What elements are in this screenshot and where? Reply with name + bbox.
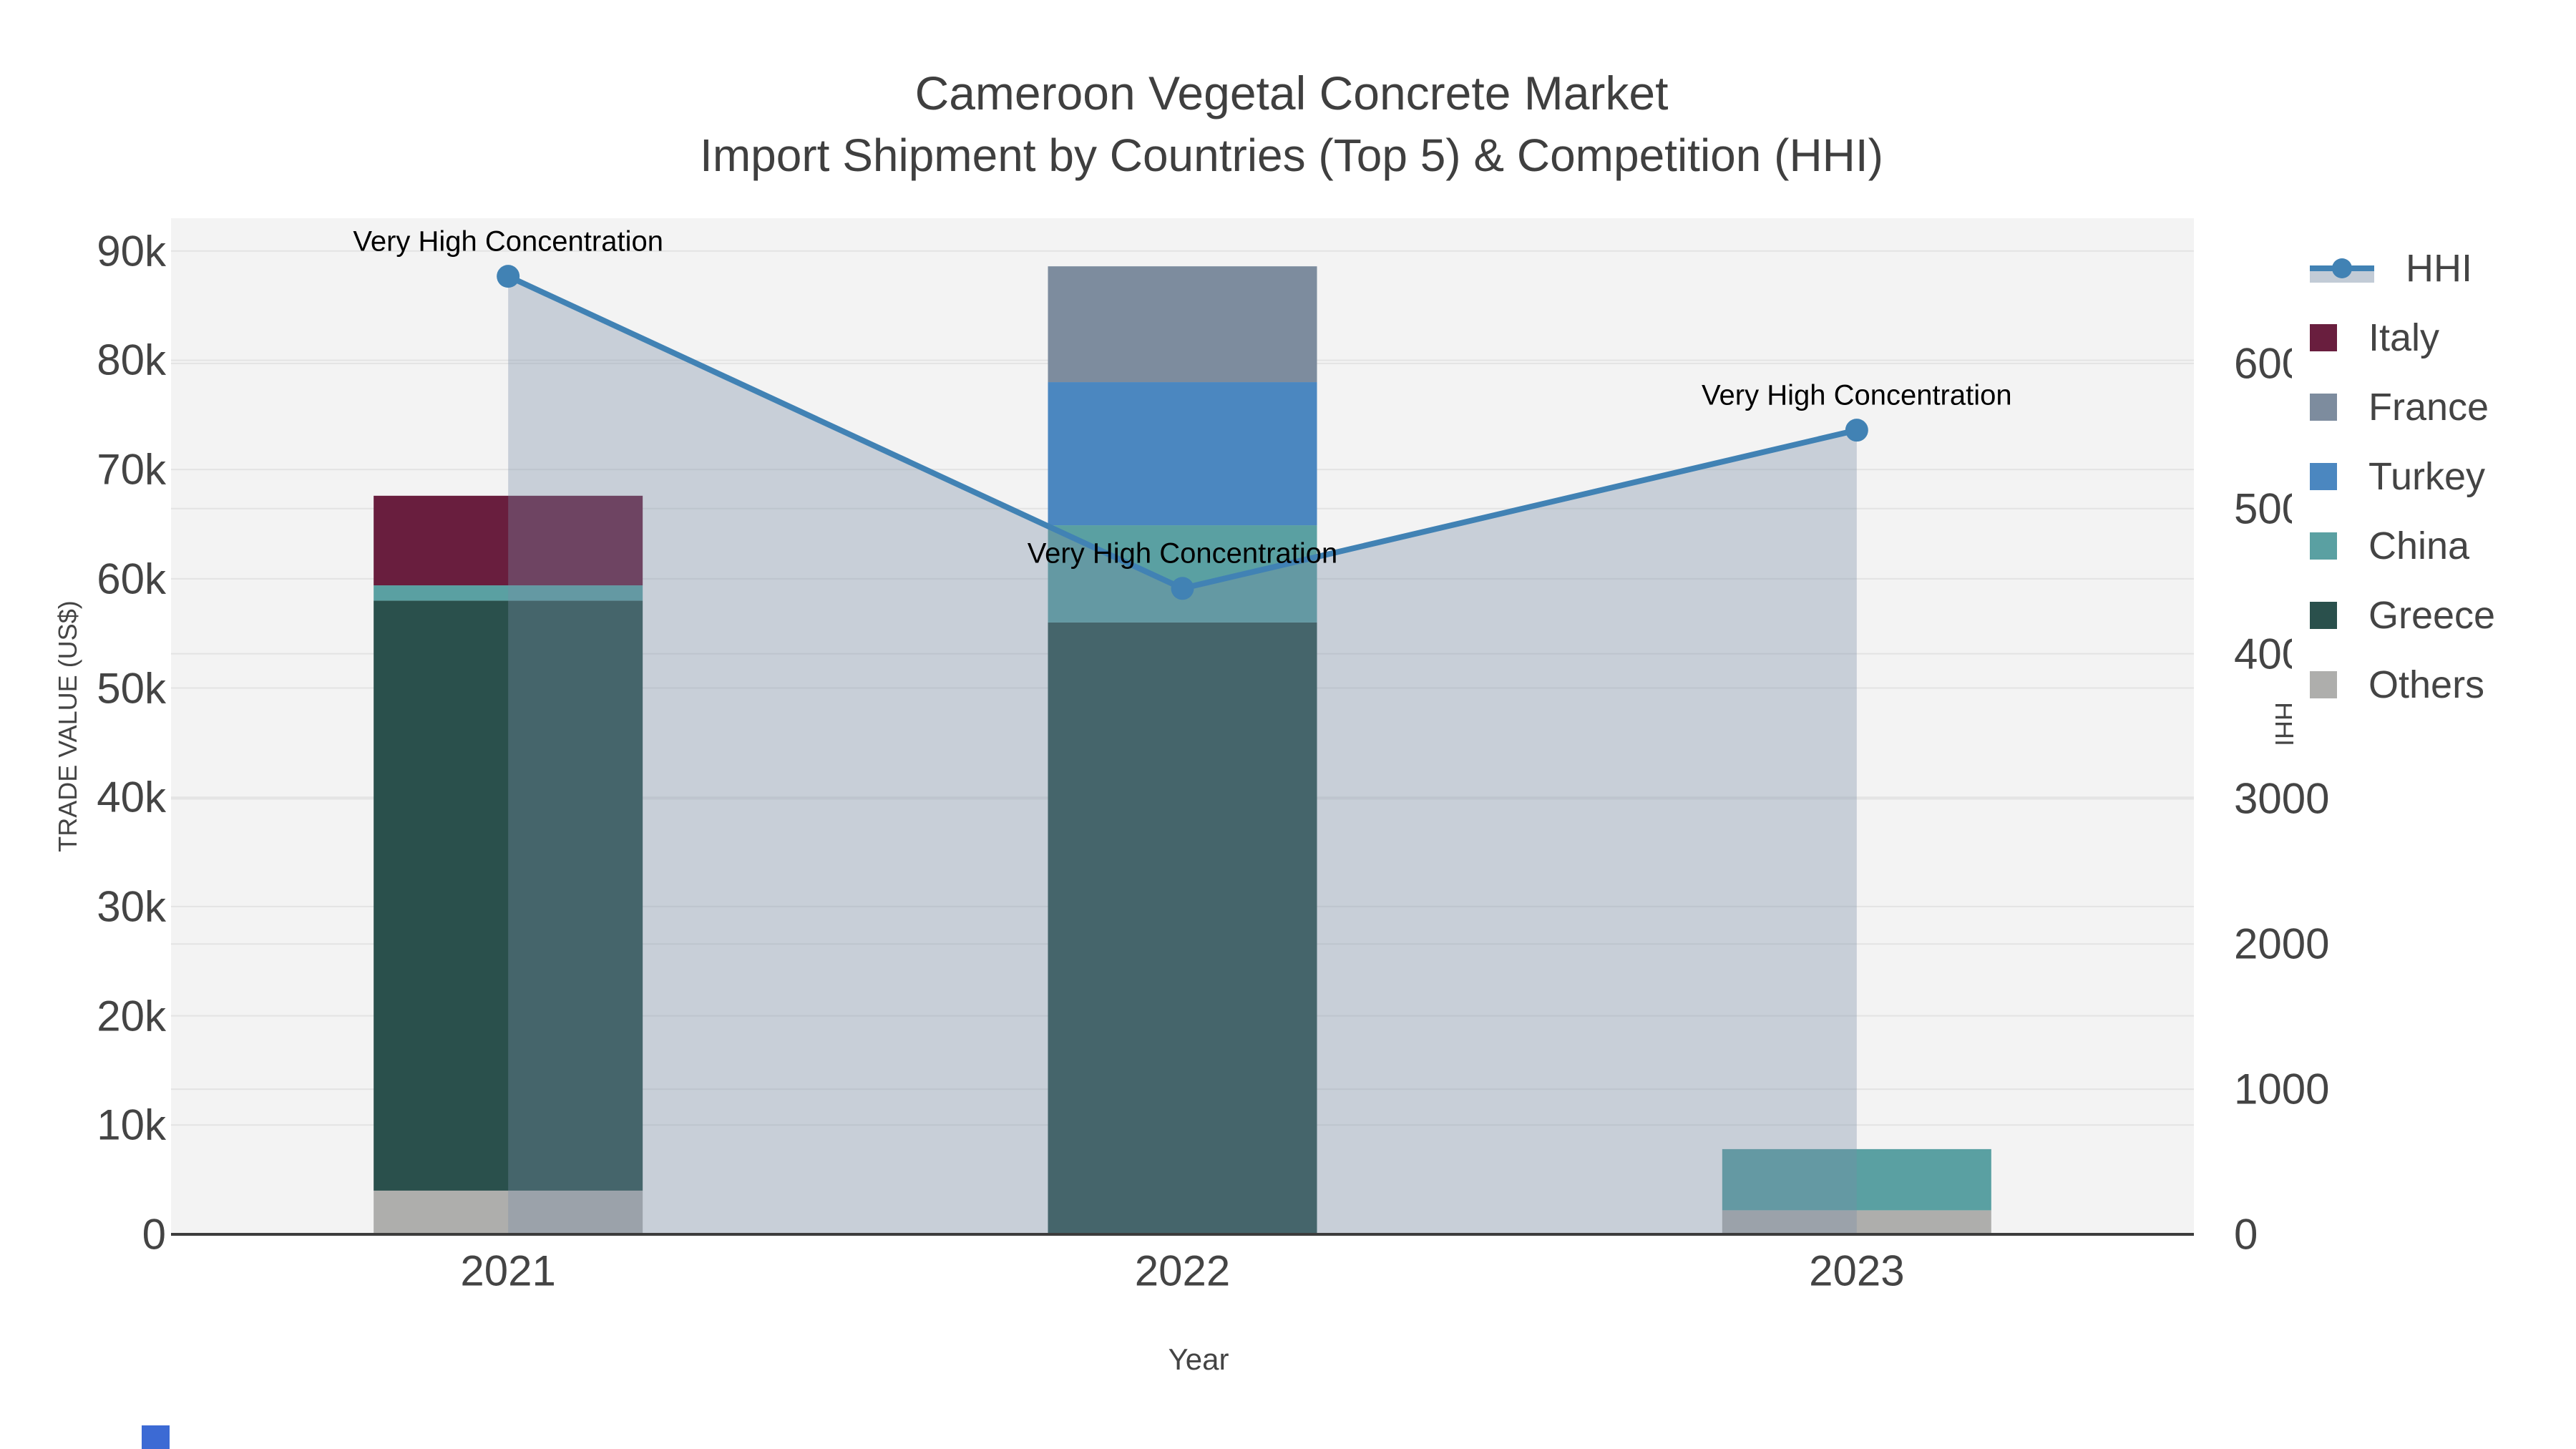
bar-segment-china-2021: [374, 585, 643, 601]
corner-mark: [142, 1425, 170, 1449]
tick-label-x-2023: 2023: [1809, 1246, 1905, 1295]
legend-item-china[interactable]: China: [2310, 525, 2469, 567]
tick-label-left-90k: 90k: [97, 227, 166, 275]
legend-label: China: [2368, 525, 2470, 567]
chart-subtitle: Import Shipment by Countries (Top 5) & C…: [700, 130, 1883, 181]
legend-label: Turkey: [2368, 455, 2486, 498]
bar-segment-greece-2021: [374, 600, 643, 1191]
legend-label: France: [2368, 386, 2489, 429]
bar-segment-france-2022: [1048, 266, 1317, 383]
chart-title: Cameroon Vegetal Concrete Market: [914, 67, 1669, 119]
legend-item-italy[interactable]: Italy: [2310, 316, 2439, 359]
tick-label-right-2000: 2000: [2234, 919, 2330, 968]
tick-label-left-10k: 10k: [97, 1101, 166, 1149]
greece-swatch: [2310, 602, 2337, 629]
annotation-2022: Very High Concentration: [1027, 537, 1338, 570]
tick-label-left-60k: 60k: [97, 555, 166, 603]
turkey-swatch: [2310, 463, 2337, 490]
tick-label-left-80k: 80k: [97, 336, 166, 384]
annotation-2023: Very High Concentration: [1702, 379, 2012, 411]
legend-item-france[interactable]: France: [2310, 386, 2489, 429]
legend-label: HHI: [2406, 247, 2472, 290]
legend-item-greece[interactable]: Greece: [2310, 594, 2495, 637]
tick-label-left-20k: 20k: [97, 992, 166, 1040]
bar-segment-turkey-2022: [1048, 382, 1317, 526]
legend-background: [2292, 233, 2576, 726]
france-swatch: [2310, 394, 2337, 421]
bar-segment-others-2021: [374, 1190, 643, 1234]
tick-label-left-50k: 50k: [97, 664, 166, 713]
tick-label-left-40k: 40k: [97, 773, 166, 821]
legend-item-hhi[interactable]: HHI: [2310, 247, 2472, 290]
tick-label-left-70k: 70k: [97, 445, 166, 494]
tick-label-right-1000: 1000: [2234, 1065, 2330, 1113]
legend-item-turkey[interactable]: Turkey: [2310, 455, 2485, 498]
legend-label: Italy: [2368, 316, 2440, 359]
china-swatch: [2310, 532, 2337, 560]
tick-label-x-2021: 2021: [460, 1246, 556, 1295]
hhi-marker-2022: [1171, 577, 1194, 600]
legend-item-others[interactable]: Others: [2310, 663, 2484, 706]
bar-segment-china-2023: [1722, 1148, 1991, 1211]
hhi-line-swatch: [2310, 254, 2374, 283]
hhi-marker-2021: [497, 265, 520, 288]
bar-segment-others-2023: [1722, 1210, 1991, 1234]
tick-label-x-2022: 2022: [1134, 1246, 1231, 1295]
legend-label: Others: [2368, 663, 2485, 706]
italy-swatch: [2310, 324, 2337, 351]
legend-label: Greece: [2368, 594, 2496, 637]
tick-label-left-30k: 30k: [97, 882, 166, 931]
tick-label-right-3000: 3000: [2234, 774, 2330, 823]
hhi-area: [508, 276, 1857, 1235]
bar-segment-greece-2022: [1048, 622, 1317, 1234]
tick-label-left-0: 0: [142, 1210, 166, 1259]
bar-segment-china-2022: [1048, 525, 1317, 623]
x-axis-title: Year: [1168, 1342, 1229, 1376]
tick-label-right-0: 0: [2234, 1210, 2258, 1259]
bar-segment-italy-2021: [374, 495, 643, 586]
annotation-2021: Very High Concentration: [353, 225, 663, 258]
hhi-marker-2023: [1845, 419, 1868, 442]
others-swatch: [2310, 671, 2337, 698]
